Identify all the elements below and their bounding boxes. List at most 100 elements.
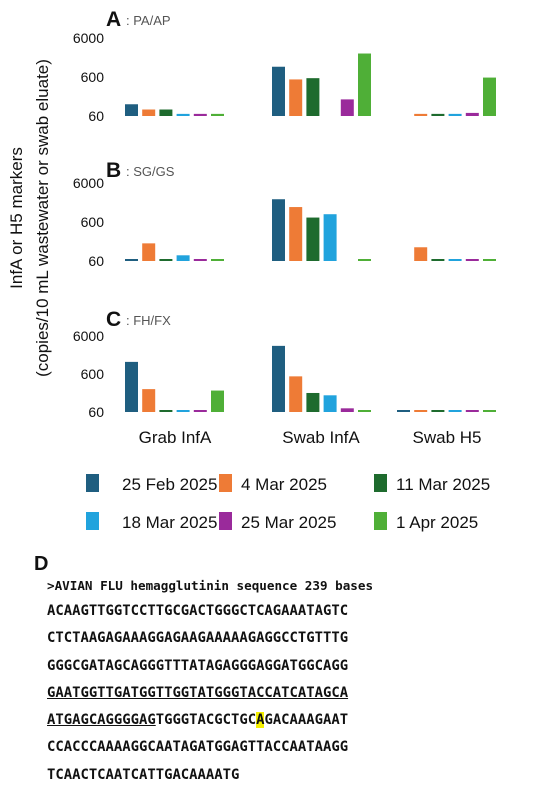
bar-b-swab-infa-1 (272, 199, 285, 261)
bar-c-grab-infa-6 (211, 390, 224, 412)
bar-a-swab-h5-6 (483, 77, 496, 116)
category-label: Grab InfA (139, 428, 212, 447)
legend-swatch (374, 474, 387, 492)
y-tick-label: 600 (81, 214, 105, 230)
sequence-segment: TGGGTACGCTGC (155, 712, 257, 729)
chart-panel-a: A : PA/AP 6000 600 60 (73, 8, 496, 124)
bar-b-grab-infa-4 (176, 255, 190, 261)
bar-c-grab-infa-2 (142, 389, 156, 412)
sequence-segment: TCAACTCAATCATTGACAAAATG (47, 766, 240, 783)
y-tick-label: 60 (88, 404, 104, 420)
bar-b-grab-infa-3 (159, 259, 173, 261)
sequence-line: CCACCCAAAAGGCAATAGATGGAGTTACCAATAAGG (47, 734, 547, 761)
sequence-line: ATGAGCAGGGGAGTGGGTACGCTGCAGACAAAGAAT (47, 707, 547, 734)
chart-panel-b: B: SG/GS 6000 600 60 (73, 159, 496, 269)
bar-c-swab-h5-4 (448, 410, 462, 412)
bar-b-swab-infa-3 (306, 217, 320, 261)
legend: 25 Feb 2025 4 Mar 2025 11 Mar 2025 18 Mar 2… (86, 474, 490, 532)
legend-item: 1 Apr 2025 (374, 512, 478, 532)
sequence-line: GAATGGTTGATGGTTGGTATGGGTACCATCATAGCA (47, 680, 547, 707)
y-tick-label: 60 (88, 108, 104, 124)
bar-a-swab-infa-2 (289, 79, 303, 116)
bar-c-grab-infa-4 (176, 410, 190, 412)
category-label: Swab H5 (413, 428, 482, 447)
bar-b-swab-h5-5 (465, 259, 479, 261)
y-axis-label-line: InfA or H5 markers (7, 147, 26, 289)
bar-c-swab-h5-6 (483, 410, 496, 412)
panel-letter: B (106, 159, 121, 182)
bar-a-grab-infa-5 (193, 113, 207, 116)
y-tick-label: 6000 (73, 328, 104, 344)
sequence-line: TCAACTCAATCATTGACAAAATG (47, 762, 547, 789)
bar-c-grab-infa-5 (193, 410, 207, 412)
legend-label: 1 Apr 2025 (396, 513, 478, 532)
bar-a-swab-infa-1 (272, 66, 285, 116)
bar-a-grab-infa-1 (125, 104, 138, 116)
bar-c-swab-infa-5 (340, 408, 354, 412)
sequence-segment: CTCTAAGAGAAAGGAGAAGAAAAAGAGGCCTGTTTG (47, 630, 349, 647)
legend-label: 25 Mar 2025 (241, 513, 336, 532)
bar-b-swab-h5-2 (414, 247, 428, 261)
sequence-line: ACAAGTTGGTCCTTGCGACTGGGCTCAGAAATAGTC (47, 598, 547, 625)
bar-b-grab-infa-5 (193, 259, 207, 261)
sequence-segment: CCACCCAAAAGGCAATAGATGGAGTTACCAATAAGG (47, 739, 349, 756)
panel-title: : PA/AP (126, 13, 171, 28)
chart-panels: A: PA/AP 6000 600 60 B: SG/GS 6000 600 60 C: FH/… (73, 8, 496, 420)
bar-c-grab-infa-3 (159, 410, 173, 412)
y-axis-label: InfA or H5 markers (copies/10 mL wastewat… (7, 59, 52, 377)
sequence-segment: GACAAAGAAT (264, 712, 349, 729)
bar-a-grab-infa-6 (211, 113, 224, 116)
panel-letter: C (106, 308, 121, 331)
y-axis-label-line: (copies/10 mL wastewater or swab eluate) (33, 59, 52, 377)
bar-b-swab-infa-2 (289, 207, 303, 261)
legend-label: 18 Mar 2025 (122, 513, 217, 532)
y-tick-label: 60 (88, 253, 104, 269)
legend-swatch (86, 512, 99, 530)
bar-a-grab-infa-2 (142, 109, 156, 116)
y-tick-label: 6000 (73, 30, 104, 46)
bar-b-swab-h5-4 (448, 259, 462, 261)
bar-a-swab-h5-3 (431, 113, 445, 116)
underlined-segment: ATGAGCAGGGGAG (47, 712, 156, 729)
legend-item: 18 Mar 2025 (86, 512, 217, 532)
sequence-lines: ACAAGTTGGTCCTTGCGACTGGGCTCAGAAATAGTC CTCT… (47, 598, 547, 789)
bar-b-grab-infa-6 (211, 259, 224, 261)
sequence-line: GGGCGATAGCAGGGTTTATAGAGGGAGGATGGCAGG (47, 653, 547, 680)
sequence-header: >AVIAN FLU hemagglutinin sequence 239 ba… (47, 578, 374, 593)
panel-letter: A (106, 8, 121, 31)
bar-a-swab-h5-5 (465, 112, 479, 116)
legend-label: 4 Mar 2025 (241, 475, 327, 494)
underlined-segment: GAATGGTTGATGGTTGGTATGGGTACCATCATAGCA (47, 684, 349, 701)
panel-d-letter: D (34, 553, 49, 575)
category-label: Swab InfA (282, 428, 360, 447)
bar-a-grab-infa-4 (176, 113, 190, 116)
highlighted-base: A (256, 712, 265, 729)
legend-swatch (219, 474, 232, 492)
bar-a-swab-infa-3 (306, 78, 320, 116)
bar-c-swab-infa-4 (323, 395, 337, 412)
bar-c-swab-h5-1 (397, 410, 410, 412)
legend-label: 11 Mar 2025 (396, 475, 490, 494)
sequence-segment: ACAAGTTGGTCCTTGCGACTGGGCTCAGAAATAGTC (47, 603, 349, 619)
chart-panel-c: C: FH/FX 6000 600 60 (73, 308, 496, 420)
bar-c-swab-infa-3 (306, 392, 320, 412)
bar-b-swab-infa-4 (323, 214, 337, 261)
bar-b-grab-infa-2 (142, 243, 156, 261)
bar-b-swab-h5-3 (431, 259, 445, 261)
bar-c-swab-h5-5 (465, 410, 479, 412)
bar-a-swab-h5-4 (448, 113, 462, 116)
bar-b-swab-infa-6 (358, 259, 371, 261)
legend-swatch (219, 512, 232, 530)
bar-c-swab-h5-3 (431, 410, 445, 412)
panel-title: : SG/GS (126, 164, 175, 179)
bar-a-grab-infa-3 (159, 109, 173, 116)
sequence-line: CTCTAAGAGAAAGGAGAAGAAAAAGAGGCCTGTTTG (47, 625, 547, 652)
bar-c-grab-infa-1 (125, 361, 138, 412)
bar-b-grab-infa-1 (125, 259, 138, 261)
legend-item: 25 Mar 2025 (219, 512, 336, 532)
bar-b-swab-h5-6 (483, 259, 496, 261)
y-tick-label: 600 (81, 69, 105, 85)
sequence-panel: D >AVIAN FLU hemagglutinin sequence 239 … (34, 553, 547, 789)
bar-c-swab-infa-2 (289, 376, 303, 412)
bar-a-swab-h5-2 (414, 113, 428, 116)
